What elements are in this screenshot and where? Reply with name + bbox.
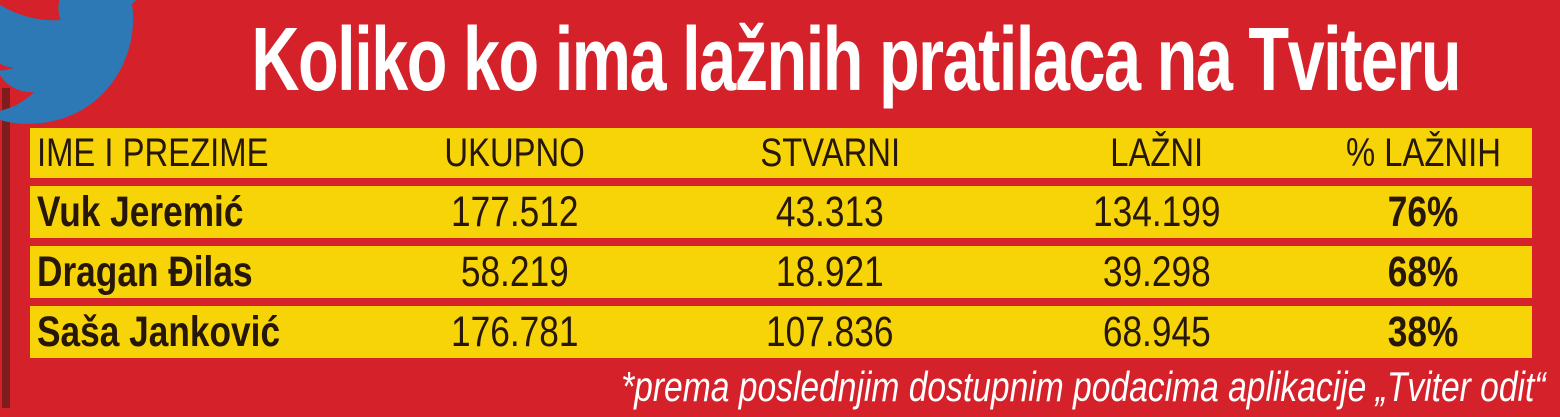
cell-fake: 68.945 bbox=[1102, 307, 1211, 356]
cell-fake-pct: 76% bbox=[1387, 187, 1459, 236]
column-header-fake-pct: % LAŽNIH bbox=[1345, 130, 1501, 175]
followers-table: IME I PREZIME UKUPNO STVARNI LAŽNI % LAŽ… bbox=[30, 128, 1532, 366]
twitter-bird-icon bbox=[0, 0, 175, 137]
cell-name: Saša Janković bbox=[37, 307, 281, 356]
column-header-name: IME I PREZIME bbox=[37, 130, 269, 175]
cell-fake: 134.199 bbox=[1092, 187, 1221, 236]
footnote: *prema poslednjim dostupnim podacima apl… bbox=[390, 359, 1546, 415]
table-header-row: IME I PREZIME UKUPNO STVARNI LAŽNI % LAŽ… bbox=[30, 128, 1532, 178]
footnote-text: *prema poslednjim dostupnim podacima apl… bbox=[621, 363, 1546, 410]
cell-total: 176.781 bbox=[450, 307, 579, 356]
cell-fake: 39.298 bbox=[1102, 247, 1211, 296]
cell-real: 18.921 bbox=[775, 247, 884, 296]
cell-fake-pct: 38% bbox=[1387, 307, 1459, 356]
cell-fake-pct: 68% bbox=[1387, 247, 1459, 296]
cell-name: Vuk Jeremić bbox=[37, 187, 244, 236]
cell-total: 177.512 bbox=[450, 187, 579, 236]
column-header-real: STVARNI bbox=[759, 130, 900, 175]
cell-real: 107.836 bbox=[766, 307, 894, 356]
column-header-fake: LAŽNI bbox=[1109, 130, 1203, 175]
cell-name: Dragan Đilas bbox=[37, 247, 253, 296]
column-header-total: UKUPNO bbox=[444, 130, 585, 175]
page-title-text: Koliko ko ima lažnih pratilaca na Tviter… bbox=[251, 10, 1462, 110]
left-accent-bar bbox=[2, 88, 10, 408]
cell-total: 58.219 bbox=[460, 247, 569, 296]
table-row: Vuk Jeremić 177.512 43.313 134.199 76% bbox=[30, 186, 1532, 238]
table-row: Dragan Đilas 58.219 18.921 39.298 68% bbox=[30, 246, 1532, 298]
page-title: Koliko ko ima lažnih pratilaca na Tviter… bbox=[162, 2, 1550, 118]
cell-real: 43.313 bbox=[775, 187, 884, 236]
table-row: Saša Janković 176.781 107.836 68.945 38% bbox=[30, 306, 1532, 358]
